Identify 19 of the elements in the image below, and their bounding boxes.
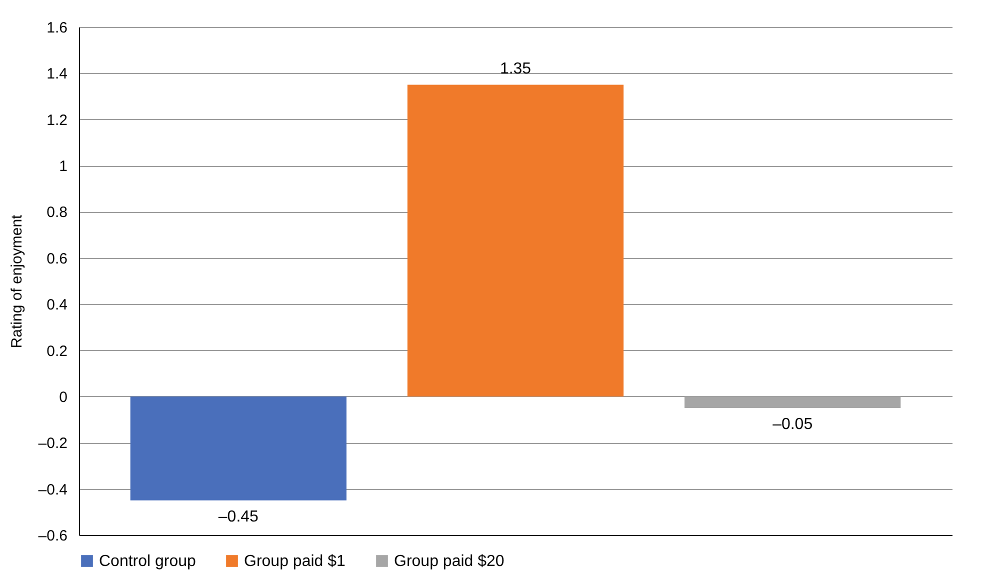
y-tick-label: 1.4 [46, 66, 68, 83]
data-label: 1.35 [500, 60, 532, 78]
y-tick-label: 1.6 [46, 20, 68, 36]
y-tick-label: 0.4 [46, 296, 68, 314]
data-label: –0.45 [218, 508, 259, 526]
y-tick-label: –0.4 [38, 481, 68, 498]
legend-label: Group paid $20 [394, 553, 504, 570]
legend-label: Control group [99, 553, 196, 570]
y-tick-label: 0.6 [46, 250, 68, 268]
legend-label: Group paid $1 [244, 553, 346, 570]
y-tick-label: 1 [59, 158, 68, 176]
data-label: –0.05 [772, 416, 813, 433]
y-tick-label: –0.2 [38, 435, 68, 452]
y-tick-label: –0.6 [38, 528, 68, 544]
y-tick-label: 0.8 [46, 204, 68, 222]
y-axis-title: Rating of enjoyment [8, 214, 26, 348]
y-tick-label: 0.2 [46, 342, 68, 360]
y-tick-label: 0 [59, 388, 68, 406]
y-tick-label: 1.2 [46, 112, 68, 129]
